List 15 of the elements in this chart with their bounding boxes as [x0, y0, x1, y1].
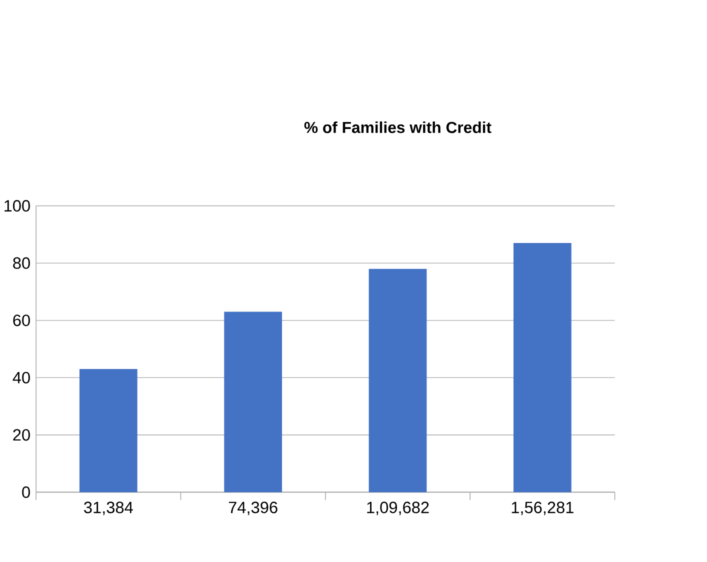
bar [368, 268, 427, 492]
y-tick-label: 40 [12, 372, 30, 384]
x-tick-label: 1,56,281 [512, 502, 574, 516]
x-tick-label: 31,384 [84, 502, 133, 516]
y-tick-label: 60 [13, 314, 30, 326]
x-tick-label: 74,396 [228, 502, 278, 516]
y-tick-label: 0 [22, 486, 30, 498]
y-tick-label: 100 [4, 200, 30, 212]
bar [79, 369, 138, 492]
bar [224, 312, 282, 492]
chart-title: % of Families with Credit [304, 122, 492, 134]
y-tick-label: 20 [13, 429, 30, 441]
y-tick-label: 80 [13, 257, 30, 269]
x-tick-label: 1,09,682 [367, 502, 429, 516]
bar [514, 243, 572, 492]
